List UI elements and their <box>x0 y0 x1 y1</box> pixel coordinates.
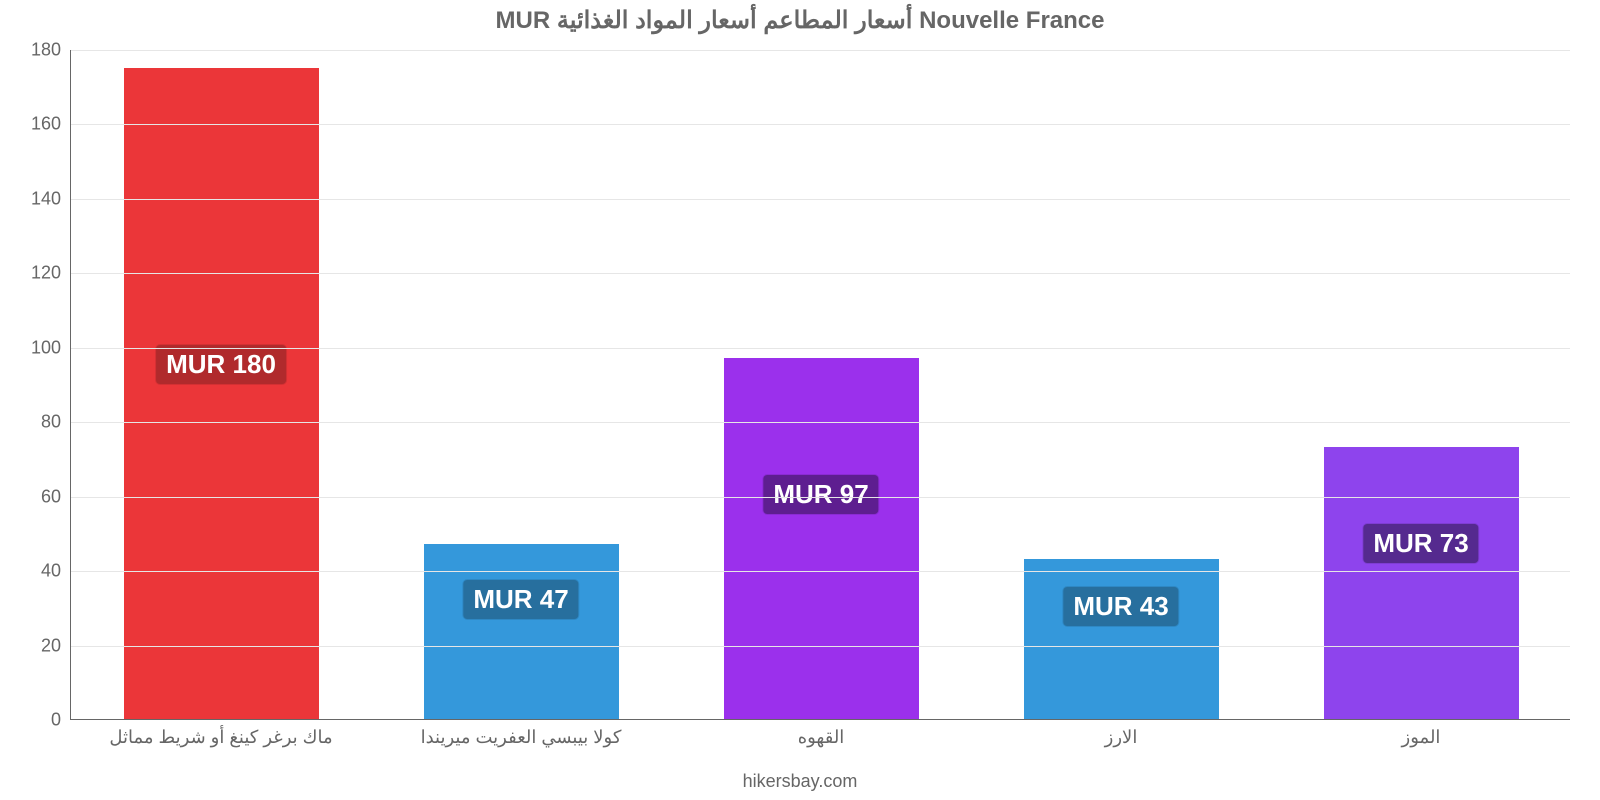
grid-line <box>71 199 1570 200</box>
chart-title: Nouvelle France أسعار المطاعم أسعار المو… <box>0 6 1600 35</box>
ytick-label: 180 <box>31 40 61 61</box>
grid-line <box>71 124 1570 125</box>
ytick-label: 60 <box>41 486 61 507</box>
credit-text: hikersbay.com <box>0 771 1600 792</box>
value-badge: MUR 180 <box>156 345 286 384</box>
ytick-label: 120 <box>31 263 61 284</box>
grid-line <box>71 273 1570 274</box>
ytick-label: 100 <box>31 337 61 358</box>
ytick-label: 20 <box>41 635 61 656</box>
bar <box>1324 447 1519 719</box>
bars-layer: MUR 180 MUR 47 MUR 97 MUR 43 MUR 73 <box>71 50 1570 719</box>
ytick-label: 140 <box>31 188 61 209</box>
grid-line <box>71 50 1570 51</box>
value-badge: MUR 43 <box>1063 587 1178 626</box>
plot-area: MUR 180MUR 47MUR 97MUR 43MUR 73 02040608… <box>70 50 1570 720</box>
grid-line <box>71 497 1570 498</box>
ytick-label: 0 <box>51 710 61 731</box>
xtick-label: القهوه <box>798 727 845 748</box>
ytick-label: 40 <box>41 561 61 582</box>
value-badge: MUR 47 <box>463 580 578 619</box>
bar <box>724 358 919 719</box>
grid-line <box>71 348 1570 349</box>
xtick-label: كولا بيبسي العفريت ميريندا <box>421 727 622 748</box>
value-badge: MUR 73 <box>1363 524 1478 563</box>
xtick-label: ماك برغر كينغ أو شريط مماثل <box>109 727 332 748</box>
grid-line <box>71 422 1570 423</box>
value-badge: MUR 97 <box>763 475 878 514</box>
grid-line <box>71 571 1570 572</box>
price-bar-chart: Nouvelle France أسعار المطاعم أسعار المو… <box>0 0 1600 800</box>
bar <box>124 68 319 719</box>
bar <box>1024 559 1219 719</box>
ytick-label: 160 <box>31 114 61 135</box>
xtick-label: الارز <box>1105 727 1138 748</box>
xtick-label: الموز <box>1402 727 1441 748</box>
grid-line <box>71 646 1570 647</box>
ytick-label: 80 <box>41 412 61 433</box>
